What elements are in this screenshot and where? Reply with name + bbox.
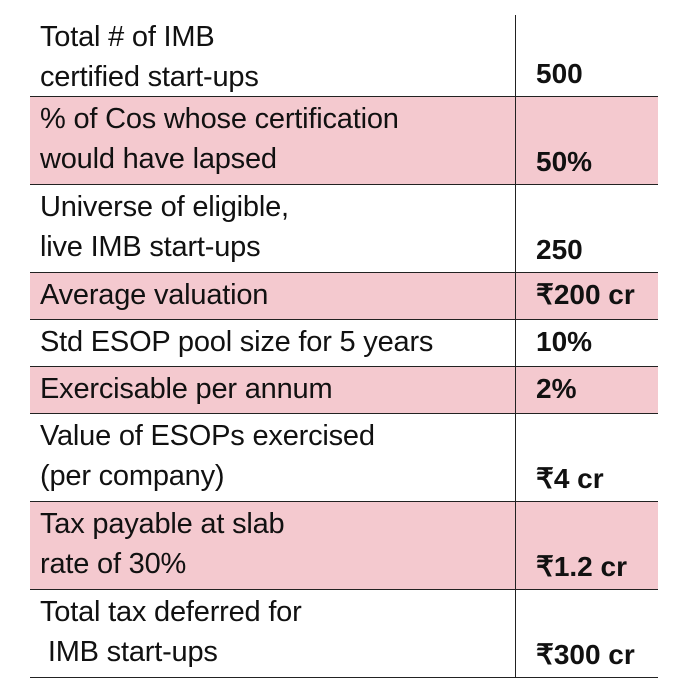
row-label: Total tax deferred for IMB start-ups <box>30 590 516 677</box>
row-label: Universe of eligible, live IMB start-ups <box>30 185 516 272</box>
row-value: 50% <box>536 146 593 177</box>
row-label: Value of ESOPs exercised (per company) <box>30 414 516 501</box>
table-row: % of Cos whose certification would have … <box>30 97 658 185</box>
row-label: Tax payable at slab rate of 30% <box>30 502 516 589</box>
row-value: ₹300 cr <box>536 639 635 670</box>
row-label: % of Cos whose certification would have … <box>30 97 516 184</box>
table-row: Value of ESOPs exercised (per company) ₹4… <box>30 414 658 502</box>
row-value: ₹4 cr <box>536 463 604 494</box>
table-row: Total tax deferred for IMB start-ups ₹300… <box>30 590 658 678</box>
row-value: 2% <box>536 373 577 404</box>
table-row: Universe of eligible, live IMB start-ups… <box>30 185 658 273</box>
esop-tax-table: Total # of IMB certified start-ups 500 % o… <box>30 15 658 678</box>
row-label: Total # of IMB certified start-ups <box>30 15 516 96</box>
row-value: 250 <box>536 234 583 265</box>
table-row: Exercisable per annum 2% <box>30 367 658 414</box>
table-row: Total # of IMB certified start-ups 500 <box>30 15 658 97</box>
row-label: Average valuation <box>30 273 516 319</box>
table-row: Average valuation ₹200 cr <box>30 273 658 320</box>
table-row: Std ESOP pool size for 5 years 10% <box>30 320 658 367</box>
table-row: Tax payable at slab rate of 30% ₹1.2 cr <box>30 502 658 590</box>
row-label: Std ESOP pool size for 5 years <box>30 320 516 366</box>
row-label: Exercisable per annum <box>30 367 516 413</box>
row-value: ₹200 cr <box>536 279 635 310</box>
row-value: 10% <box>536 326 593 357</box>
row-value: ₹1.2 cr <box>536 551 627 582</box>
row-value: 500 <box>536 58 583 89</box>
